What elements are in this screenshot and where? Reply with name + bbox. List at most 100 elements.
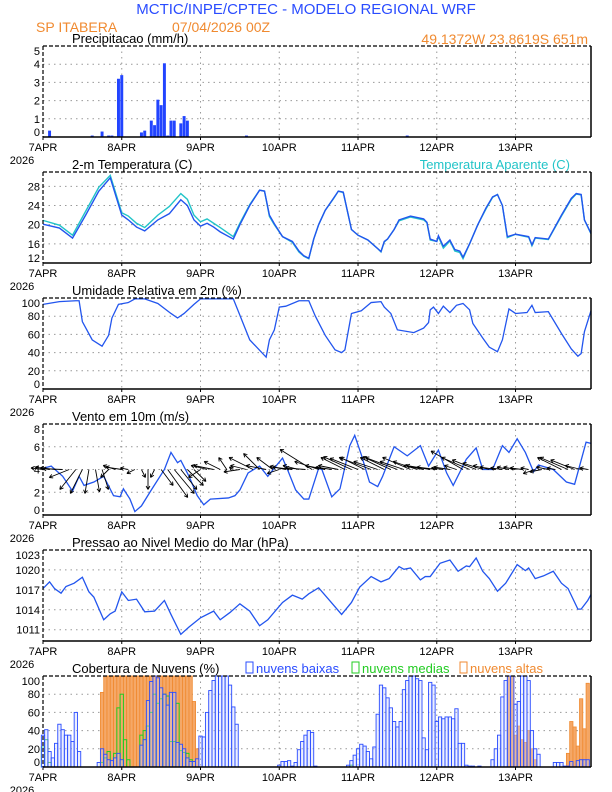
low-cloud-bar [497,734,502,768]
high-cloud-bar [572,726,577,768]
x-tick-label: 12APR [419,268,454,280]
low-cloud-bar [145,700,151,768]
x-year-label: 2026 [10,785,34,792]
wind-vector-arrow [141,469,147,478]
precip-bar [185,120,189,137]
low-cloud-bar [503,680,508,768]
x-tick-label: 12APR [419,772,454,784]
wind-vector-arrow [223,469,240,474]
wind-vector-arrow [379,460,405,470]
x-year-label: 2026 [10,281,34,293]
wind-vector-arrow [536,465,549,471]
y-tick-label: 28 [28,181,40,193]
wind-vector-arrow [95,469,102,493]
x-tick-label: 8APR [107,268,136,280]
low-cloud-bar [77,751,82,768]
low-cloud-bar [309,731,315,768]
low-cloud-bar [523,675,528,768]
wind-vector-arrow [272,465,293,470]
low-cloud-bar [103,753,108,768]
x-tick-label: 13APR [498,646,533,658]
x-tick-label: 13APR [498,142,533,154]
low-cloud-bar [191,761,197,768]
low-cloud-bar [208,690,213,768]
pressure-line [42,556,592,636]
wind-vector-arrow [101,469,110,490]
low-cloud-bar [99,748,105,768]
panel-precip: 01 2 3 45 7APR 8APR 9APR 10APR 11APR 12APR 13APR 20… [10,31,592,167]
low-cloud-bar [457,742,462,768]
wind-vector-arrow [433,465,450,470]
legend-swatch-mid [351,661,360,674]
low-cloud-bar [188,761,193,768]
high-cloud-bar [585,682,590,768]
low-cloud-bar [359,743,364,768]
wind-vector-arrow [522,469,536,475]
low-cloud-bar [303,734,308,768]
panel-title: Cobertura de Nuvens (%) [72,661,219,676]
x-tick-label: 7APR [29,394,58,406]
low-cloud-bar [451,718,456,768]
low-cloud-bar [139,744,144,768]
low-cloud-bar [490,759,495,768]
low-cloud-bar [355,748,361,768]
wind-vector-arrow [193,469,207,482]
wind-vector-arrow [203,460,221,470]
panel-wind: 0 2 4 6 8 7APR 8APR 9APR 10APR 11APR 12APR 13APR 202… [10,409,592,545]
precip-bar [143,130,147,137]
low-cloud-bar [434,721,439,768]
panel-title: 2-m Temperatura (C) [72,157,192,172]
x-tick-label: 9APR [186,772,215,784]
x-tick-label: 11APR [341,142,375,154]
low-cloud-bar [431,684,436,768]
precip-bar [162,63,166,137]
x-tick-label: 12APR [419,646,454,658]
low-cloud-bar [582,759,587,768]
wind-vector-arrow [462,461,483,470]
low-cloud-bar [372,746,377,768]
x-tick-label: 7APR [29,646,58,658]
wind-vector-arrow [120,466,129,471]
low-cloud-bar [569,761,574,768]
x-tick-label: 13APR [498,394,533,406]
wind-speed-line [42,433,592,513]
low-cloud-bar [447,716,452,768]
x-tick-label: 10APR [262,268,297,280]
y-tick-label: 8 [34,424,40,436]
y-tick-label: 0 [34,505,40,517]
low-cloud-bar [60,729,65,768]
low-cloud-bar [142,739,147,768]
x-year-label: 2026 [10,407,34,419]
x-year-label: 2026 [10,659,34,671]
wind-vector-arrow [193,463,214,470]
panel-pressure: 1011 1014 1017 1020 1023 7APR 8APR 9APR 10APR 11A… [10,535,592,671]
low-cloud-bar [510,675,515,768]
low-cloud-bar [54,742,59,768]
x-tick-label: 7APR [29,142,58,154]
low-cloud-bar [201,736,206,768]
wind-vector-arrow [256,457,273,470]
low-cloud-bar [437,716,443,768]
wind-vector-arrow [100,469,109,478]
low-cloud-bar [152,675,157,768]
low-cloud-bar [116,752,121,768]
y-tick-label: 40 [28,726,40,738]
chart-title: MCTIC/INPE/CPTEC - MODELO REGIONAL WRF [136,1,475,18]
x-tick-label: 10APR [262,520,297,532]
y-tick-label: 20 [28,366,40,378]
y-tick-label: 40 [28,348,40,360]
x-tick-label: 13APR [498,268,533,280]
wind-vector-arrow [167,469,189,498]
high-cloud-bar [191,701,196,768]
y-tick-label: 100 [22,676,40,688]
y-tick-label: 1023 [16,550,40,562]
wind-vector-arrow [243,453,260,470]
y-tick-label: 4 [34,465,40,477]
low-cloud-bar [575,760,580,768]
wind-vector-arrow [218,457,228,470]
low-cloud-bar [73,711,78,768]
wind-vector-arrow [579,466,588,471]
wind-vector-arrow [362,455,392,470]
low-cloud-bar [526,680,531,768]
